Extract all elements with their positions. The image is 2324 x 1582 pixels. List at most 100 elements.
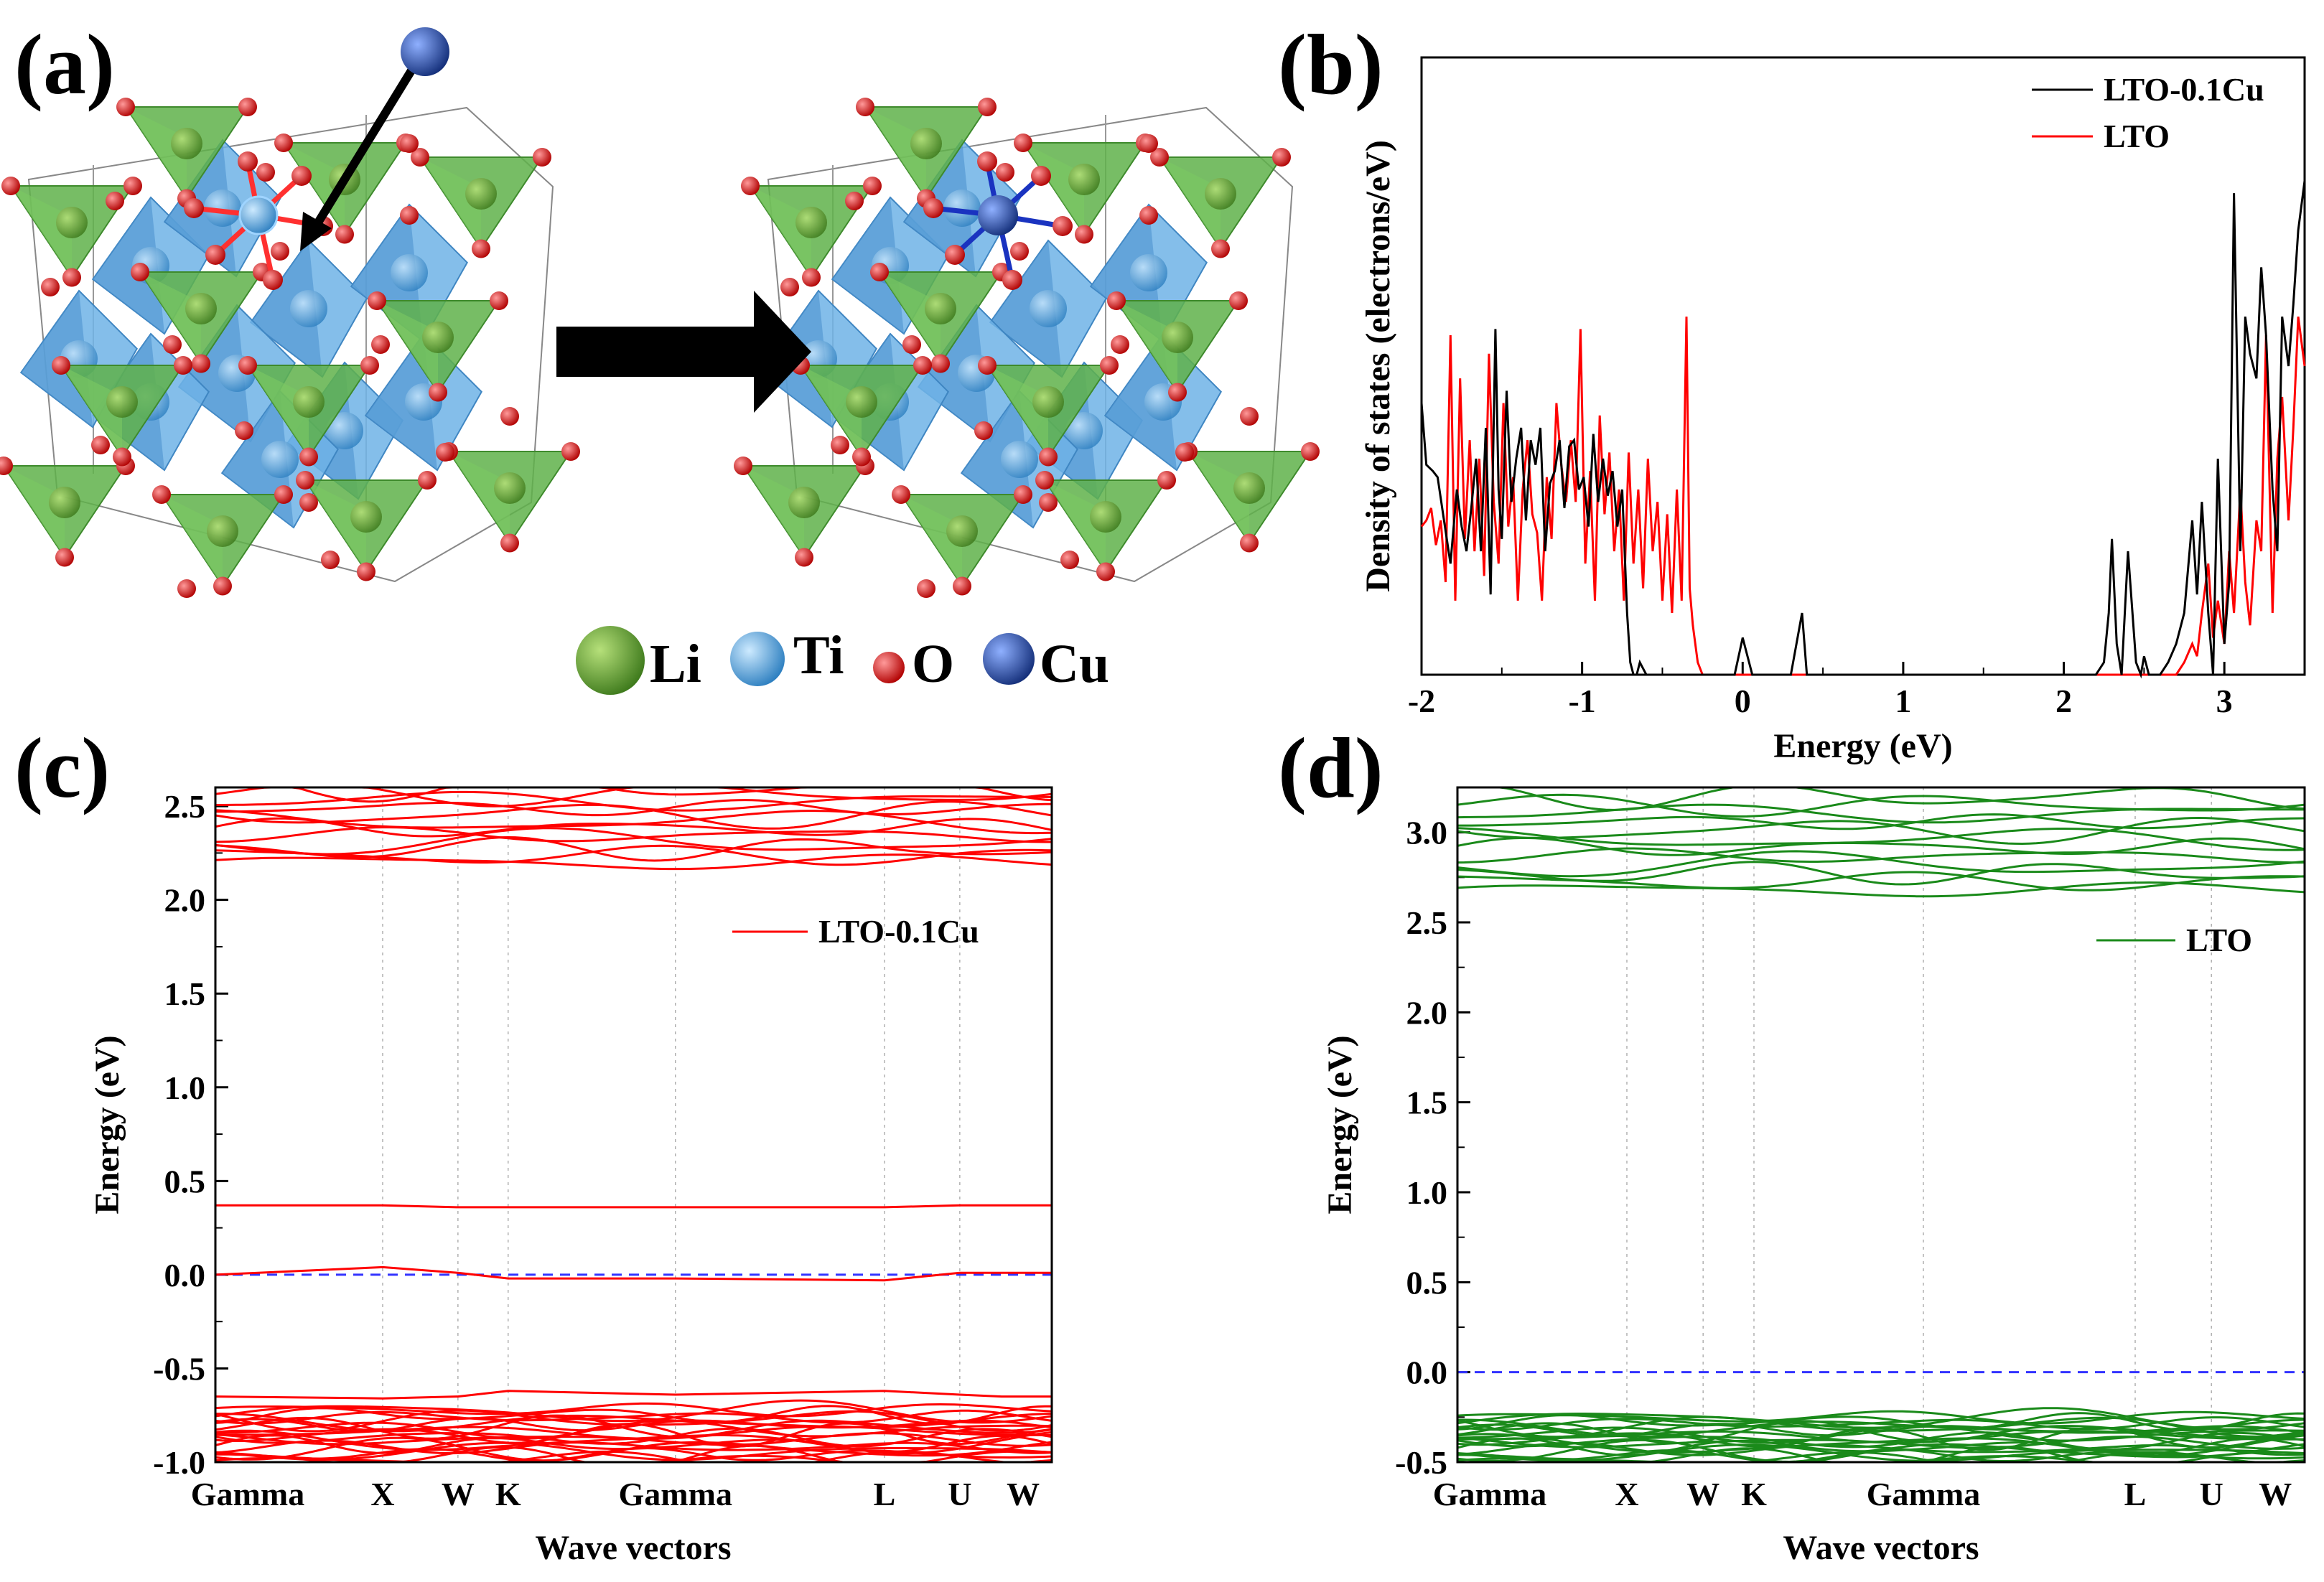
valence-band [215, 1441, 1053, 1461]
band-d-x-axis-label: Wave vectors [1783, 1529, 1979, 1567]
o-atom [299, 447, 318, 467]
o-atom [953, 576, 971, 596]
o-atom [1139, 134, 1158, 153]
valence-band [215, 1414, 1053, 1440]
o-atom [91, 436, 110, 454]
o-atom [205, 245, 225, 265]
conduction-band [1457, 816, 2305, 846]
li-tetrahedron-face [305, 480, 366, 572]
ti-atom [1030, 290, 1067, 327]
o-atom [1010, 242, 1029, 261]
cu-atom [978, 195, 1018, 235]
conduction-band [1457, 847, 2305, 864]
li-tetrahedron-face [1188, 451, 1249, 543]
band-c-legend: LTO-0.1Cu [732, 913, 979, 950]
o-atom [184, 198, 204, 218]
legend-cu: Cu [1040, 634, 1109, 694]
y-tick-label: 0.0 [164, 1257, 206, 1293]
valence-band [215, 1399, 1053, 1424]
o-atom [238, 151, 258, 172]
o-atom-icon [873, 652, 905, 683]
kpoint-label: Gamma [1433, 1476, 1546, 1512]
o-atom [271, 242, 289, 261]
o-atom [263, 270, 283, 290]
o-atom [780, 278, 799, 296]
y-tick-label: 2.5 [1406, 904, 1448, 941]
valence-band [215, 1425, 1053, 1440]
dos-series-lto-cu [1420, 180, 2306, 679]
legend-label-band-d: LTO [2186, 922, 2252, 958]
y-tick-label: 2.0 [1406, 994, 1448, 1031]
dos-x-tick-label: -2 [1408, 683, 1435, 719]
o-atom [1096, 562, 1115, 581]
o-atom [411, 148, 429, 167]
li-atom [1205, 178, 1236, 210]
band-lines [1457, 786, 2305, 1464]
li-tetrahedron-face [987, 365, 1048, 457]
cu-atom-icon [983, 633, 1035, 685]
li-atom [56, 207, 88, 238]
panel-c: (c) Gamma X W K Gamma L U W-1.0-0.50.00.51.01.5… [14, 720, 1053, 1567]
li-tetrahedron-face [162, 495, 223, 586]
o-atom [1240, 407, 1259, 426]
valence-band [215, 1434, 1053, 1454]
o-atom [256, 163, 275, 182]
ti-octahedron-face [1105, 334, 1177, 470]
o-atom [1168, 383, 1187, 402]
o-atom [500, 407, 519, 426]
kpoint-label: K [495, 1476, 521, 1512]
y-tick-label: 0.5 [1406, 1264, 1448, 1301]
o-atom [945, 245, 965, 265]
valence-band [1457, 1407, 2305, 1431]
flat-band [215, 1265, 1052, 1282]
o-atom [177, 579, 196, 598]
o-atom [299, 493, 318, 512]
y-tick-label: -1.0 [153, 1444, 205, 1481]
o-atom [996, 163, 1014, 182]
li-tetrahedron-face [377, 301, 438, 393]
o-atom [561, 442, 580, 461]
ti-octahedron-face [832, 197, 904, 334]
conduction-band [215, 836, 1053, 862]
valence-band [215, 1417, 1053, 1433]
li-tetrahedron-face [1023, 143, 1084, 235]
li-atom [422, 322, 454, 353]
o-atom [1039, 447, 1058, 467]
ti-octahedron-face [918, 305, 990, 441]
transformation-arrow [556, 291, 811, 413]
ti-octahedron-face [93, 197, 164, 334]
o-atom [1111, 335, 1129, 354]
conduction-band [1457, 827, 2305, 851]
band-d-frame [1456, 786, 2306, 1464]
o-atom [0, 457, 13, 475]
li-atom [1032, 386, 1064, 418]
band-c-frame [214, 786, 1053, 1464]
dos-x-tick-label: 3 [2216, 683, 2233, 719]
y-tick-label: 1.0 [164, 1070, 206, 1106]
o-atom [917, 579, 935, 598]
ti-octahedron-face [365, 334, 437, 470]
y-tick-label: 2.0 [164, 882, 206, 919]
o-atom [852, 447, 871, 467]
o-atom [41, 278, 60, 296]
y-tick-label: -0.5 [1395, 1444, 1447, 1481]
ti-atom [261, 441, 299, 478]
o-atom [978, 98, 997, 116]
o-atom [892, 485, 910, 504]
o-atom [977, 151, 997, 172]
valence-band [215, 1409, 1053, 1433]
crystal-structure-lto [0, 98, 580, 598]
li-atom [910, 128, 942, 159]
kpoint-label: L [2124, 1476, 2147, 1512]
o-atom [357, 562, 375, 581]
li-atom [946, 515, 978, 547]
conduction-band [215, 853, 1053, 871]
ti-octahedron-face [990, 240, 1062, 377]
dos-y-axis-label: Density of states (electrons/eV) [1359, 140, 1397, 592]
li-atom [795, 207, 827, 238]
ti-atom [1001, 441, 1038, 478]
o-atom [472, 239, 490, 258]
li-tetrahedron-face [879, 272, 941, 364]
o-atom [1002, 270, 1022, 290]
panel-b: (b) -2 -1 0 1 2 3 Energy (eV) Density of stat… [1278, 17, 2306, 765]
